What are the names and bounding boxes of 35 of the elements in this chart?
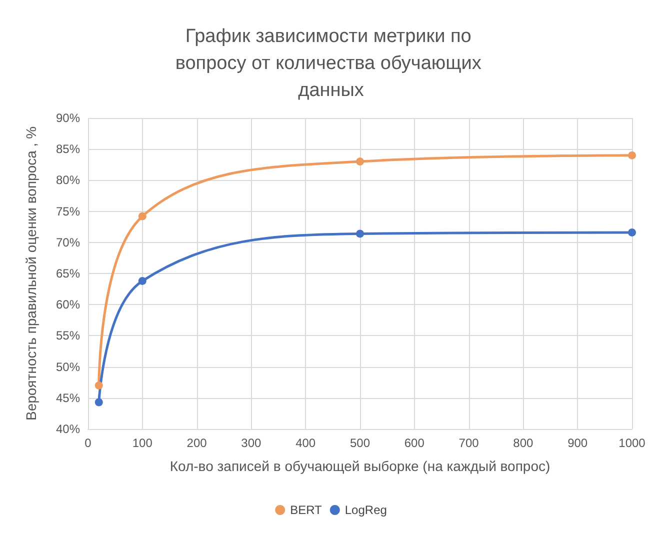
point bbox=[356, 158, 364, 166]
x-tick-label: 600 bbox=[404, 436, 425, 450]
x-axis-title: Кол-во записей в обучающей выборке (на каждый вопрос) bbox=[170, 458, 550, 474]
chart-title: График зависимости метрики по вопросу от количества обучающих данных bbox=[175, 26, 487, 101]
x-tick-label: 300 bbox=[241, 436, 262, 450]
legend-label: BERT bbox=[290, 503, 323, 517]
point bbox=[94, 398, 103, 406]
x-tick-label: 500 bbox=[350, 436, 370, 450]
x-tick-label: 900 bbox=[568, 436, 588, 450]
y-tick-label: 80% bbox=[56, 173, 80, 188]
y-tick-label: 75% bbox=[56, 204, 80, 218]
x-tick-label: 100 bbox=[132, 436, 153, 450]
y-tick-label: 90% bbox=[56, 111, 80, 125]
y-tick-label: 60% bbox=[56, 298, 80, 312]
point bbox=[628, 228, 636, 236]
x-tick-label: 800 bbox=[513, 436, 534, 450]
x-tick-label: 700 bbox=[458, 436, 480, 450]
point bbox=[94, 381, 103, 390]
x-tick-label: 1000 bbox=[618, 436, 646, 450]
y-tick-label: 65% bbox=[56, 266, 80, 280]
point bbox=[138, 276, 146, 285]
x-tick-label: 400 bbox=[296, 436, 316, 450]
y-tick-label: 45% bbox=[56, 390, 80, 405]
point bbox=[628, 151, 636, 160]
y-tick-label: 70% bbox=[56, 235, 80, 250]
y-tick-label: 55% bbox=[56, 328, 80, 343]
point bbox=[356, 230, 364, 238]
y-tick-label: 85% bbox=[56, 142, 80, 156]
y-tick-label: 40% bbox=[56, 422, 80, 436]
y-tick-label: 50% bbox=[56, 360, 80, 374]
x-tick-label: 0 bbox=[84, 436, 92, 450]
x-tick-label: 200 bbox=[186, 436, 208, 450]
point bbox=[138, 212, 146, 220]
y-axis-title: Вероятность правильной оценки вопроса , % bbox=[23, 126, 39, 421]
legend-label: LogReg bbox=[344, 503, 387, 517]
